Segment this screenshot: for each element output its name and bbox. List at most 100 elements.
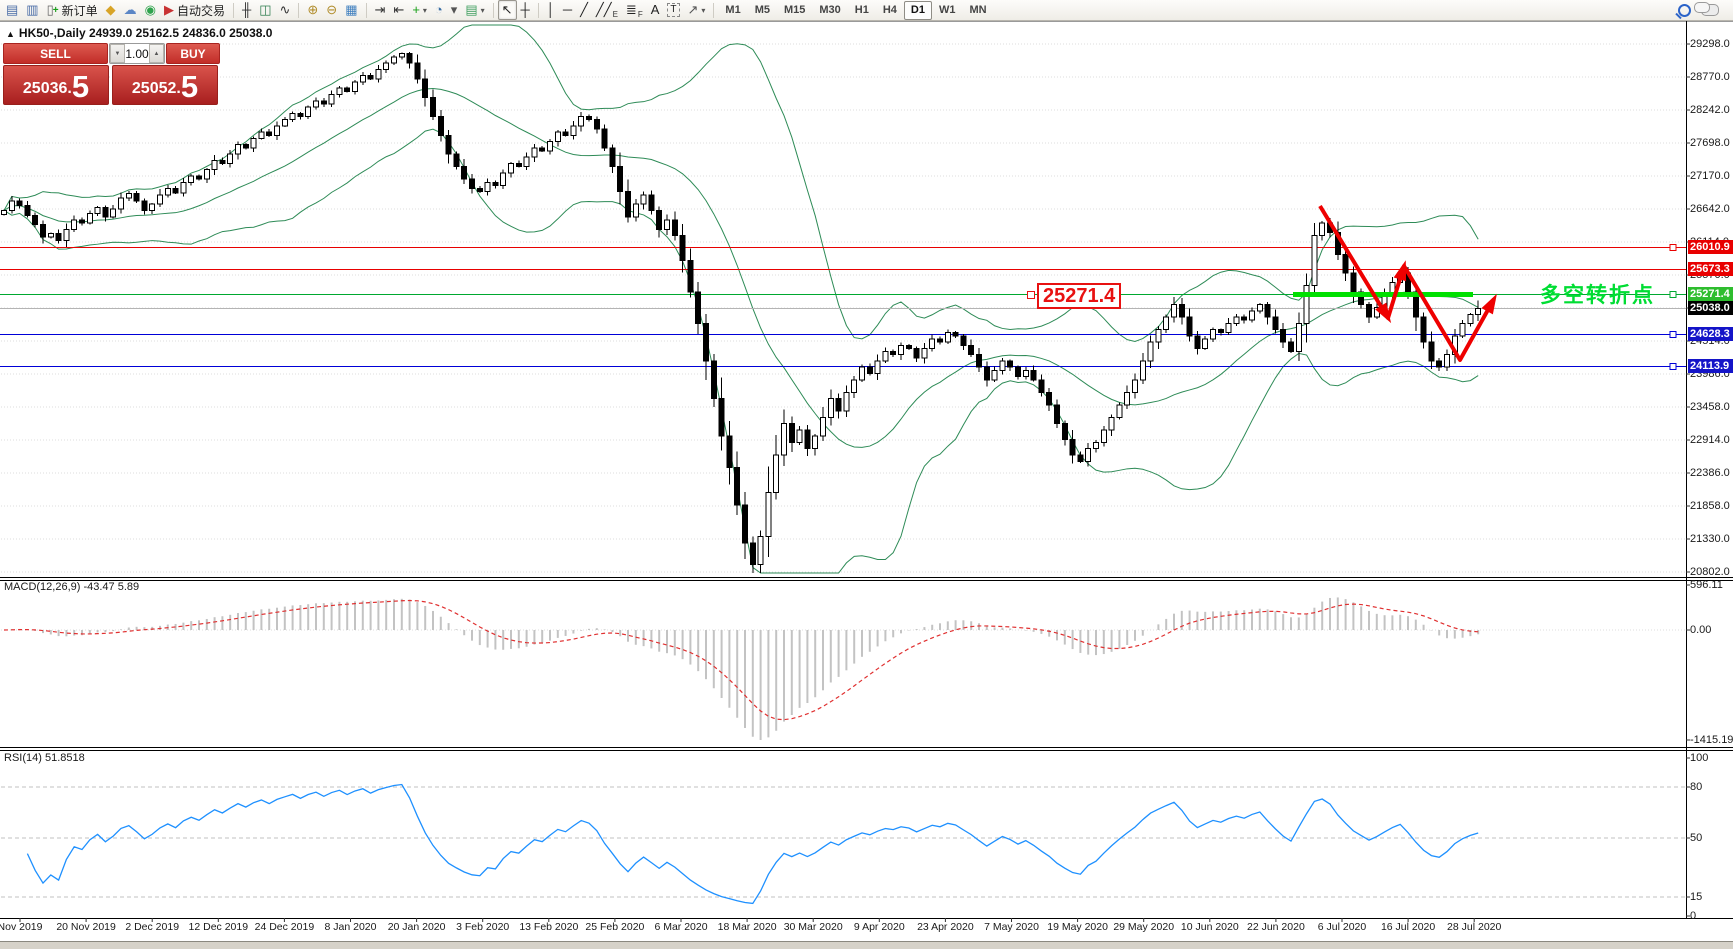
chart-title-text: HK50-,Daily 24939.0 25162.5 24836.0 2503… [18,26,273,40]
auto-trading-icon: ▶ [163,2,174,17]
new-chart-window-button[interactable]: ▤ [2,0,22,20]
auto-trading-button[interactable]: ▶ 自动交易 [160,0,229,20]
market-watch-icon: ▥ [26,2,39,17]
text-label-button[interactable]: T [663,0,683,20]
new-order-icon: ▯ [46,2,54,17]
period-selector-button[interactable]: ◔ [431,0,447,20]
add-indicator-button[interactable]: + ▾ [408,0,431,20]
buy-price-pip: 5 [180,69,199,104]
new-order-button[interactable]: ▯ + 新订单 [43,0,102,20]
crosshair-button[interactable]: ┼ [517,0,534,20]
new-chart-window-icon: ▤ [6,2,19,17]
auto-trading-label: 自动交易 [176,3,225,18]
trend-note-text[interactable]: 多空转折点 [1540,284,1655,307]
market-watch-button[interactable]: ▥ [22,0,42,20]
date-tick-label: 24 Dec 2019 [254,921,315,933]
date-tick-label: 20 Nov 2019 [56,921,116,933]
timeframe-m15-button[interactable]: M15 [783,3,806,16]
chart-profile-button[interactable]: ▤ ▾ [461,0,488,20]
cursor-icon: ↖ [501,2,513,17]
chart-styles-button[interactable]: ◆ [102,0,120,20]
sell-button[interactable]: SELL [3,43,108,64]
horizontal-line-button[interactable]: ─ [559,0,576,20]
signals-button[interactable]: ◉ [141,0,160,20]
arrows-shapes-button[interactable]: ↗ ▾ [684,0,710,20]
tile-windows-icon: ▦ [345,2,358,17]
toolbar-separator [713,2,715,18]
rsi-label: RSI(14) 51.8518 [4,752,85,764]
timeframe-w1-button[interactable]: W1 [938,3,956,16]
date-tick-label: 7 May 2020 [984,921,1039,933]
timeframe-m5-button[interactable]: M5 [754,3,770,16]
signals-icon: ◉ [144,2,156,17]
collapse-triangle-icon[interactable]: ▲ [6,29,15,39]
period-selector-icon: ◔ [434,2,443,17]
equidistant-channel-button[interactable]: ╱╱ E [592,0,622,20]
date-tick-label: 13 Feb 2020 [519,921,579,933]
timeframe-h4-button[interactable]: H4 [882,3,897,16]
indicator-tick-label: 0.00 [1690,624,1712,636]
template-dropdown-button[interactable]: ▾ [447,0,462,20]
chart-profile-dropdown-icon[interactable]: ▾ [480,5,485,15]
chart-candles-button[interactable]: ◫ [255,0,275,20]
zoom-out-button[interactable]: ⊖ [322,0,341,20]
price-tick-label: 21330.0 [1690,533,1730,545]
arrows-shapes-dropdown-icon[interactable]: ▾ [701,5,706,15]
date-tick-label: 3 Feb 2020 [456,921,510,933]
new-order-label: 新订单 [61,3,98,18]
chat-icon[interactable] [1694,2,1719,16]
depth-of-market-icon: ☁ [123,2,137,17]
timeframe-h1-button[interactable]: H1 [854,3,869,16]
fibonacci-button[interactable]: ≣ F [622,0,647,20]
equidistant-channel-sub: E [612,10,618,19]
zoom-in-button[interactable]: ⊕ [303,0,322,20]
sell-price-pip: 5 [71,69,90,104]
date-tick-label: 2 Dec 2019 [125,921,180,933]
add-indicator-dropdown-icon[interactable]: ▾ [422,5,427,15]
buy-price-box[interactable]: 25052. 5 [112,65,218,105]
equidistant-channel-icon: ╱╱ [595,2,612,17]
toolbar-separator [298,2,300,18]
cursor-button[interactable]: ↖ [497,0,517,20]
chart-line-button[interactable]: ∿ [275,0,294,20]
chart-shift-button[interactable]: ⇤ [389,0,408,20]
buy-button[interactable]: BUY [166,43,220,64]
depth-of-market-button[interactable]: ☁ [120,0,141,20]
auto-scroll-button[interactable]: ⇥ [371,0,390,20]
text-button[interactable]: A [647,0,664,20]
price-tick-label: 22914.0 [1690,434,1730,446]
price-tick-label: 28242.0 [1690,104,1730,116]
level-price-label: 25673.3 [1688,262,1733,276]
chart-bars-button[interactable]: ╫ [238,0,255,20]
volume-increase-button[interactable]: ▲ [149,44,164,63]
price-tick-label: 27170.0 [1690,170,1730,182]
date-tick-label: 12 Dec 2019 [188,921,249,933]
search-icon[interactable] [1678,3,1691,17]
timeframe-m1-button[interactable]: M1 [725,3,741,16]
tile-windows-button[interactable]: ▦ [341,0,361,20]
add-indicator-icon: + [412,2,420,17]
price-tick-label: 20802.0 [1690,566,1730,578]
sell-price-box[interactable]: 25036. 5 [3,65,109,105]
timeframe-mn-button[interactable]: MN [969,3,987,16]
chart-styles-icon: ◆ [105,2,116,17]
trendline-button[interactable]: ╱ [576,0,592,20]
date-tick-label: 25 Feb 2020 [585,921,645,933]
fibonacci-icon: ≣ [625,2,637,17]
price-flag-annotation[interactable]: 25271.4 [1037,283,1122,309]
vertical-line-icon: │ [546,2,555,17]
auto-scroll-icon: ⇥ [374,2,386,17]
text-icon: A [650,2,660,17]
indicator-tick-label: 0 [1690,910,1697,922]
fibonacci-sub: F [637,10,643,19]
date-tick-label: 28 Jul 2020 [1447,921,1502,933]
chart-title: ▲ HK50-,Daily 24939.0 25162.5 24836.0 250… [6,26,272,40]
price-tick-label: 21858.0 [1690,500,1730,512]
timeframe-m30-button[interactable]: M30 [819,3,841,16]
price-flag-handle[interactable] [1027,291,1035,299]
volume-value[interactable]: 1.00 [125,46,149,61]
volume-decrease-button[interactable]: ▼ [110,44,125,63]
timeframe-d1-button[interactable]: D1 [903,0,932,20]
level-price-label: 25271.4 [1688,287,1733,301]
vertical-line-button[interactable]: │ [543,0,559,20]
